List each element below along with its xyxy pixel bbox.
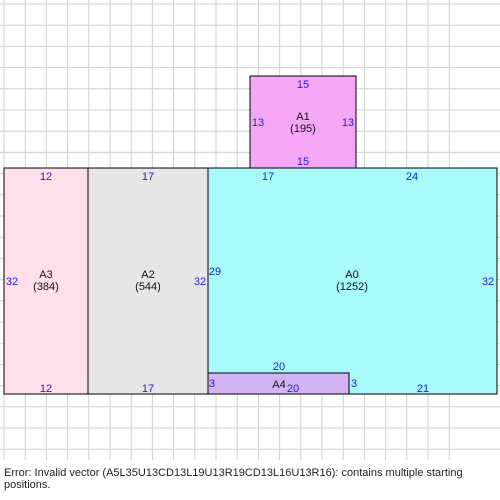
area-a1-value: (195) <box>290 123 316 135</box>
area-a1-dim-bottom: 15 <box>297 156 309 168</box>
area-a0-label: A0 <box>345 269 358 281</box>
area-a3-dim-bottom: 12 <box>40 383 52 395</box>
area-a0[interactable]: A0 (1252) 17 24 29 32 20 21 3 <box>207 167 498 395</box>
area-a2-shape[interactable] <box>87 167 209 395</box>
area-a3-dim-top: 12 <box>40 171 52 183</box>
area-a2-dim-bottom: 17 <box>142 383 154 395</box>
area-a4[interactable]: A4 20 20 3 3 <box>207 361 357 395</box>
area-a0-dim-left: 29 <box>209 266 221 278</box>
area-a1-dim-top: 15 <box>297 79 309 91</box>
area-a1-dim-left: 13 <box>252 117 264 129</box>
area-a3-value: (384) <box>33 281 59 293</box>
area-a3-dim-left: 32 <box>6 276 18 288</box>
area-a4-dim-bottom: 20 <box>287 383 299 395</box>
area-a2-value: (544) <box>135 281 161 293</box>
area-a1-dim-right: 13 <box>342 117 354 129</box>
area-a1[interactable]: A1 (195) 15 15 13 13 <box>249 75 357 169</box>
area-a4-shape[interactable] <box>207 372 350 395</box>
area-a0-dim-top-right: 24 <box>406 171 418 183</box>
area-a0-dim-right: 32 <box>482 276 494 288</box>
area-a2-dim-right: 32 <box>194 276 206 288</box>
area-a3[interactable]: A3 (384) 12 12 32 32 <box>3 167 101 395</box>
area-a3-shape[interactable] <box>3 167 89 395</box>
area-a3-label: A3 <box>39 269 52 281</box>
area-a4-label: A4 <box>272 379 285 391</box>
area-a2-label: A2 <box>141 269 154 281</box>
area-a1-label: A1 <box>296 111 309 123</box>
error-message: Error: Invalid vector (A5L35U13CD13L19U1… <box>4 467 463 491</box>
area-a0-dim-notch: 3 <box>351 378 357 390</box>
area-a1-shape[interactable] <box>249 75 357 169</box>
area-a0-dim-top-left: 17 <box>262 171 274 183</box>
area-a2-dim-top: 17 <box>142 171 154 183</box>
area-a0-dim-bottom: 21 <box>417 383 429 395</box>
area-a0-value: (1252) <box>336 281 368 293</box>
area-a0-dim-inner: 20 <box>273 361 285 373</box>
area-a2[interactable]: A2 (544) 17 17 32 <box>87 167 209 395</box>
area-a4-dim-left: 3 <box>209 378 215 390</box>
